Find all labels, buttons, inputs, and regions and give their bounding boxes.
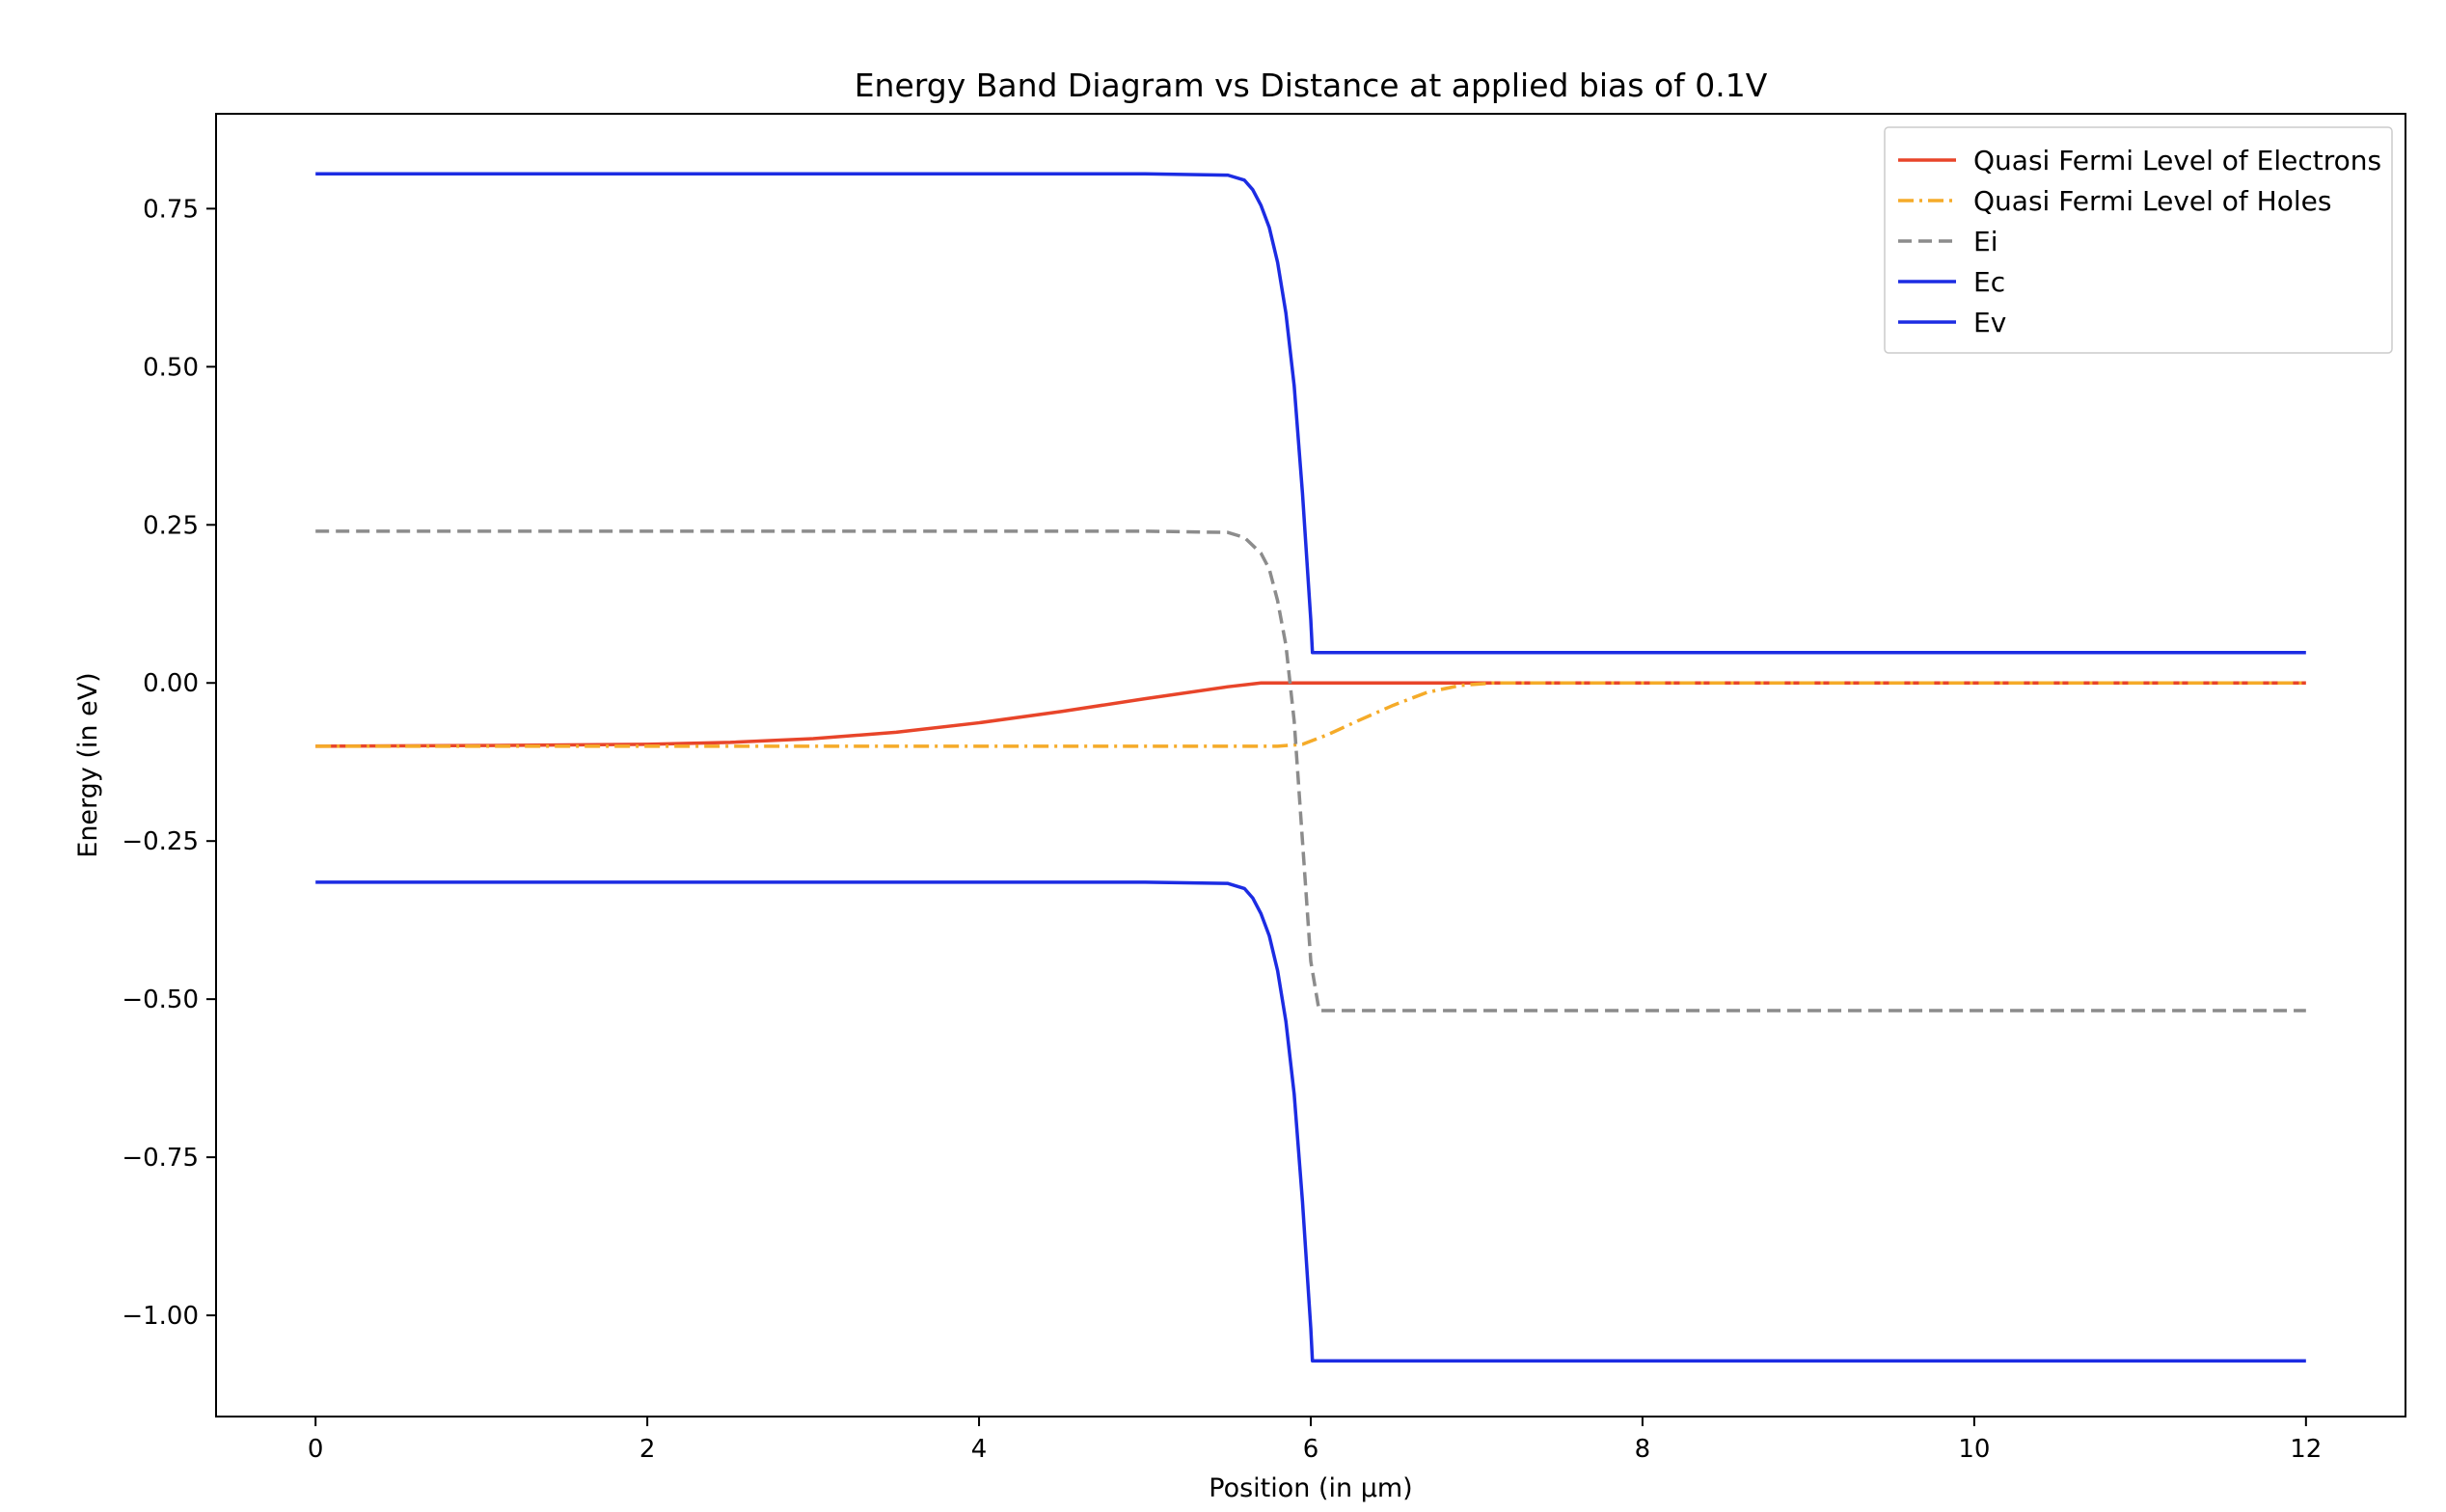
y-axis: 0.75 0.50 0.25 0.00 −0.25 −0.50 −0.75 −1.00: [122, 195, 216, 1331]
x-axis-label: Position (in μm): [1209, 1473, 1412, 1503]
series-line-4: [315, 880, 2306, 1364]
y-tick-label: −0.25: [122, 827, 199, 856]
series-line-2: [315, 529, 2306, 1012]
x-tick-label: 0: [308, 1435, 324, 1464]
x-tick-label: 10: [1958, 1435, 1990, 1464]
y-tick-label: −0.75: [122, 1144, 199, 1173]
series-layer: [315, 172, 2306, 1364]
chart-title: Energy Band Diagram vs Distance at appli…: [855, 67, 1768, 104]
x-tick-label: 6: [1303, 1435, 1319, 1464]
y-tick-label: 0.25: [143, 511, 199, 540]
legend-label: Ev: [1973, 307, 2006, 338]
legend-label: Ei: [1973, 226, 1998, 257]
y-tick-label: 0.00: [143, 669, 199, 698]
y-axis-label: Energy (in eV): [73, 672, 103, 857]
x-axis: 0 2 4 6 8 10 12: [308, 1417, 2322, 1464]
legend: Quasi Fermi Level of Electrons Quasi Ferm…: [1884, 126, 2393, 354]
y-tick-label: −1.00: [122, 1302, 199, 1331]
y-tick-label: 0.50: [143, 353, 199, 382]
legend-label: Quasi Fermi Level of Holes: [1973, 185, 2331, 217]
x-tick-label: 12: [2290, 1435, 2322, 1464]
y-tick-label: −0.50: [122, 986, 199, 1014]
series-line-3: [315, 172, 2306, 655]
legend-label: Quasi Fermi Level of Electrons: [1973, 145, 2381, 176]
legend-box: [1884, 126, 2393, 354]
x-tick-label: 2: [639, 1435, 656, 1464]
y-tick-label: 0.75: [143, 195, 199, 224]
legend-label: Ec: [1973, 266, 2005, 298]
x-tick-label: 4: [971, 1435, 988, 1464]
x-tick-label: 8: [1635, 1435, 1651, 1464]
series-line-1: [315, 681, 2306, 748]
